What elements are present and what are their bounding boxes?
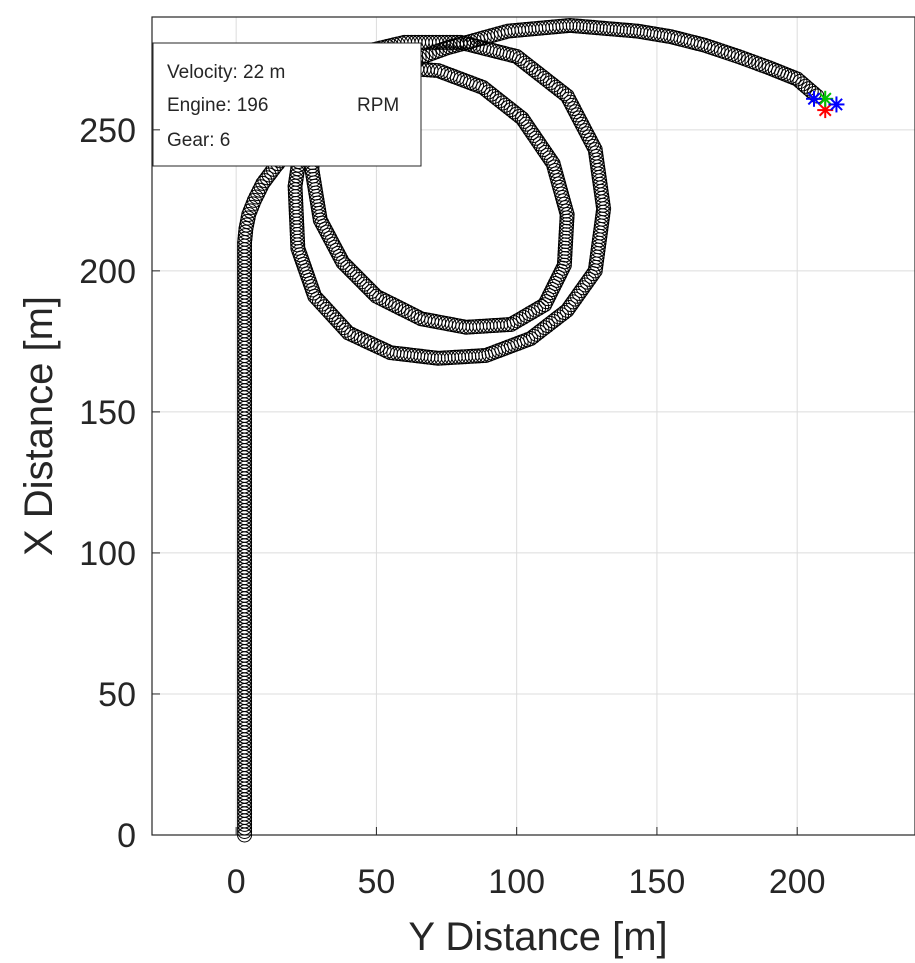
- data-point: [530, 133, 546, 149]
- data-point: [353, 331, 369, 347]
- data-point: [360, 334, 376, 350]
- data-point: [357, 333, 373, 349]
- data-point: [520, 119, 536, 135]
- data-point: [363, 336, 379, 352]
- data-point: [577, 277, 593, 293]
- info-engine: Engine: 196: [167, 95, 268, 116]
- data-point: [255, 175, 271, 191]
- data-point: [350, 329, 366, 345]
- y-tick-label: 50: [98, 676, 136, 714]
- y-tick-label: 200: [79, 253, 136, 291]
- data-point: [369, 339, 385, 355]
- data-point: [251, 182, 267, 198]
- data-point: [238, 224, 254, 240]
- info-gear: Gear: 6: [167, 130, 230, 151]
- data-point: [344, 326, 360, 342]
- info-velocity: Velocity: 22 m: [167, 62, 285, 83]
- data-point: [559, 302, 575, 318]
- data-point: [561, 300, 577, 316]
- data-point: [261, 167, 277, 183]
- data-point: [246, 192, 262, 208]
- data-point: [539, 147, 555, 163]
- x-tick-label: 0: [227, 863, 246, 901]
- data-point: [366, 337, 382, 353]
- data-point: [569, 288, 585, 304]
- data-point: [541, 150, 557, 166]
- data-point: [522, 122, 538, 138]
- data-point: [259, 170, 275, 186]
- x-tick-label: 200: [769, 863, 826, 901]
- data-point: [532, 136, 548, 152]
- vehicle-marker: [835, 98, 843, 106]
- info-engine-suffix: RPM: [357, 95, 399, 116]
- y-tick-label: 100: [79, 535, 136, 573]
- data-point: [257, 173, 273, 189]
- data-point: [528, 130, 544, 146]
- data-point: [534, 299, 550, 315]
- data-point: [534, 139, 550, 155]
- data-point: [573, 283, 589, 299]
- data-point: [500, 317, 516, 333]
- data-point: [338, 322, 354, 338]
- data-point: [250, 186, 266, 202]
- data-point: [579, 274, 595, 290]
- data-point: [571, 285, 587, 301]
- data-point: [545, 156, 561, 172]
- data-point: [524, 125, 540, 141]
- data-point: [366, 286, 382, 302]
- tick-labels: 0 50 100 150 200 0 50 100 150 200 250: [79, 112, 825, 901]
- info-box: Velocity: 22 m Engine: 196 Gear: 6 RPM: [152, 42, 422, 167]
- vehicle-marker: [813, 92, 821, 100]
- data-point: [340, 325, 356, 341]
- vehicle-marker: [824, 92, 832, 100]
- data-point: [581, 271, 597, 287]
- data-point: [563, 297, 579, 313]
- data-point: [575, 280, 591, 296]
- y-tick-label: 250: [79, 112, 136, 150]
- x-tick-label: 50: [357, 863, 395, 901]
- data-point: [514, 53, 530, 69]
- x-tick-label: 100: [488, 863, 545, 901]
- data-point: [543, 153, 559, 169]
- data-point: [526, 127, 542, 143]
- data-point: [565, 294, 581, 310]
- data-point: [567, 291, 583, 307]
- vehicle-markers: [806, 90, 845, 119]
- data-point: [248, 189, 264, 205]
- info-box-frame: [152, 42, 422, 167]
- y-axis-label: X Distance [m]: [17, 296, 61, 556]
- y-tick-label: 0: [117, 817, 136, 855]
- data-point: [481, 84, 497, 100]
- data-point: [537, 144, 553, 160]
- y-tick-label: 150: [79, 394, 136, 432]
- x-axis-label: Y Distance [m]: [408, 915, 667, 959]
- data-point: [535, 142, 551, 158]
- data-point: [373, 340, 389, 356]
- x-tick-label: 150: [629, 863, 686, 901]
- data-point: [333, 251, 349, 267]
- plot-frame: [151, 16, 915, 836]
- data-point: [347, 328, 363, 344]
